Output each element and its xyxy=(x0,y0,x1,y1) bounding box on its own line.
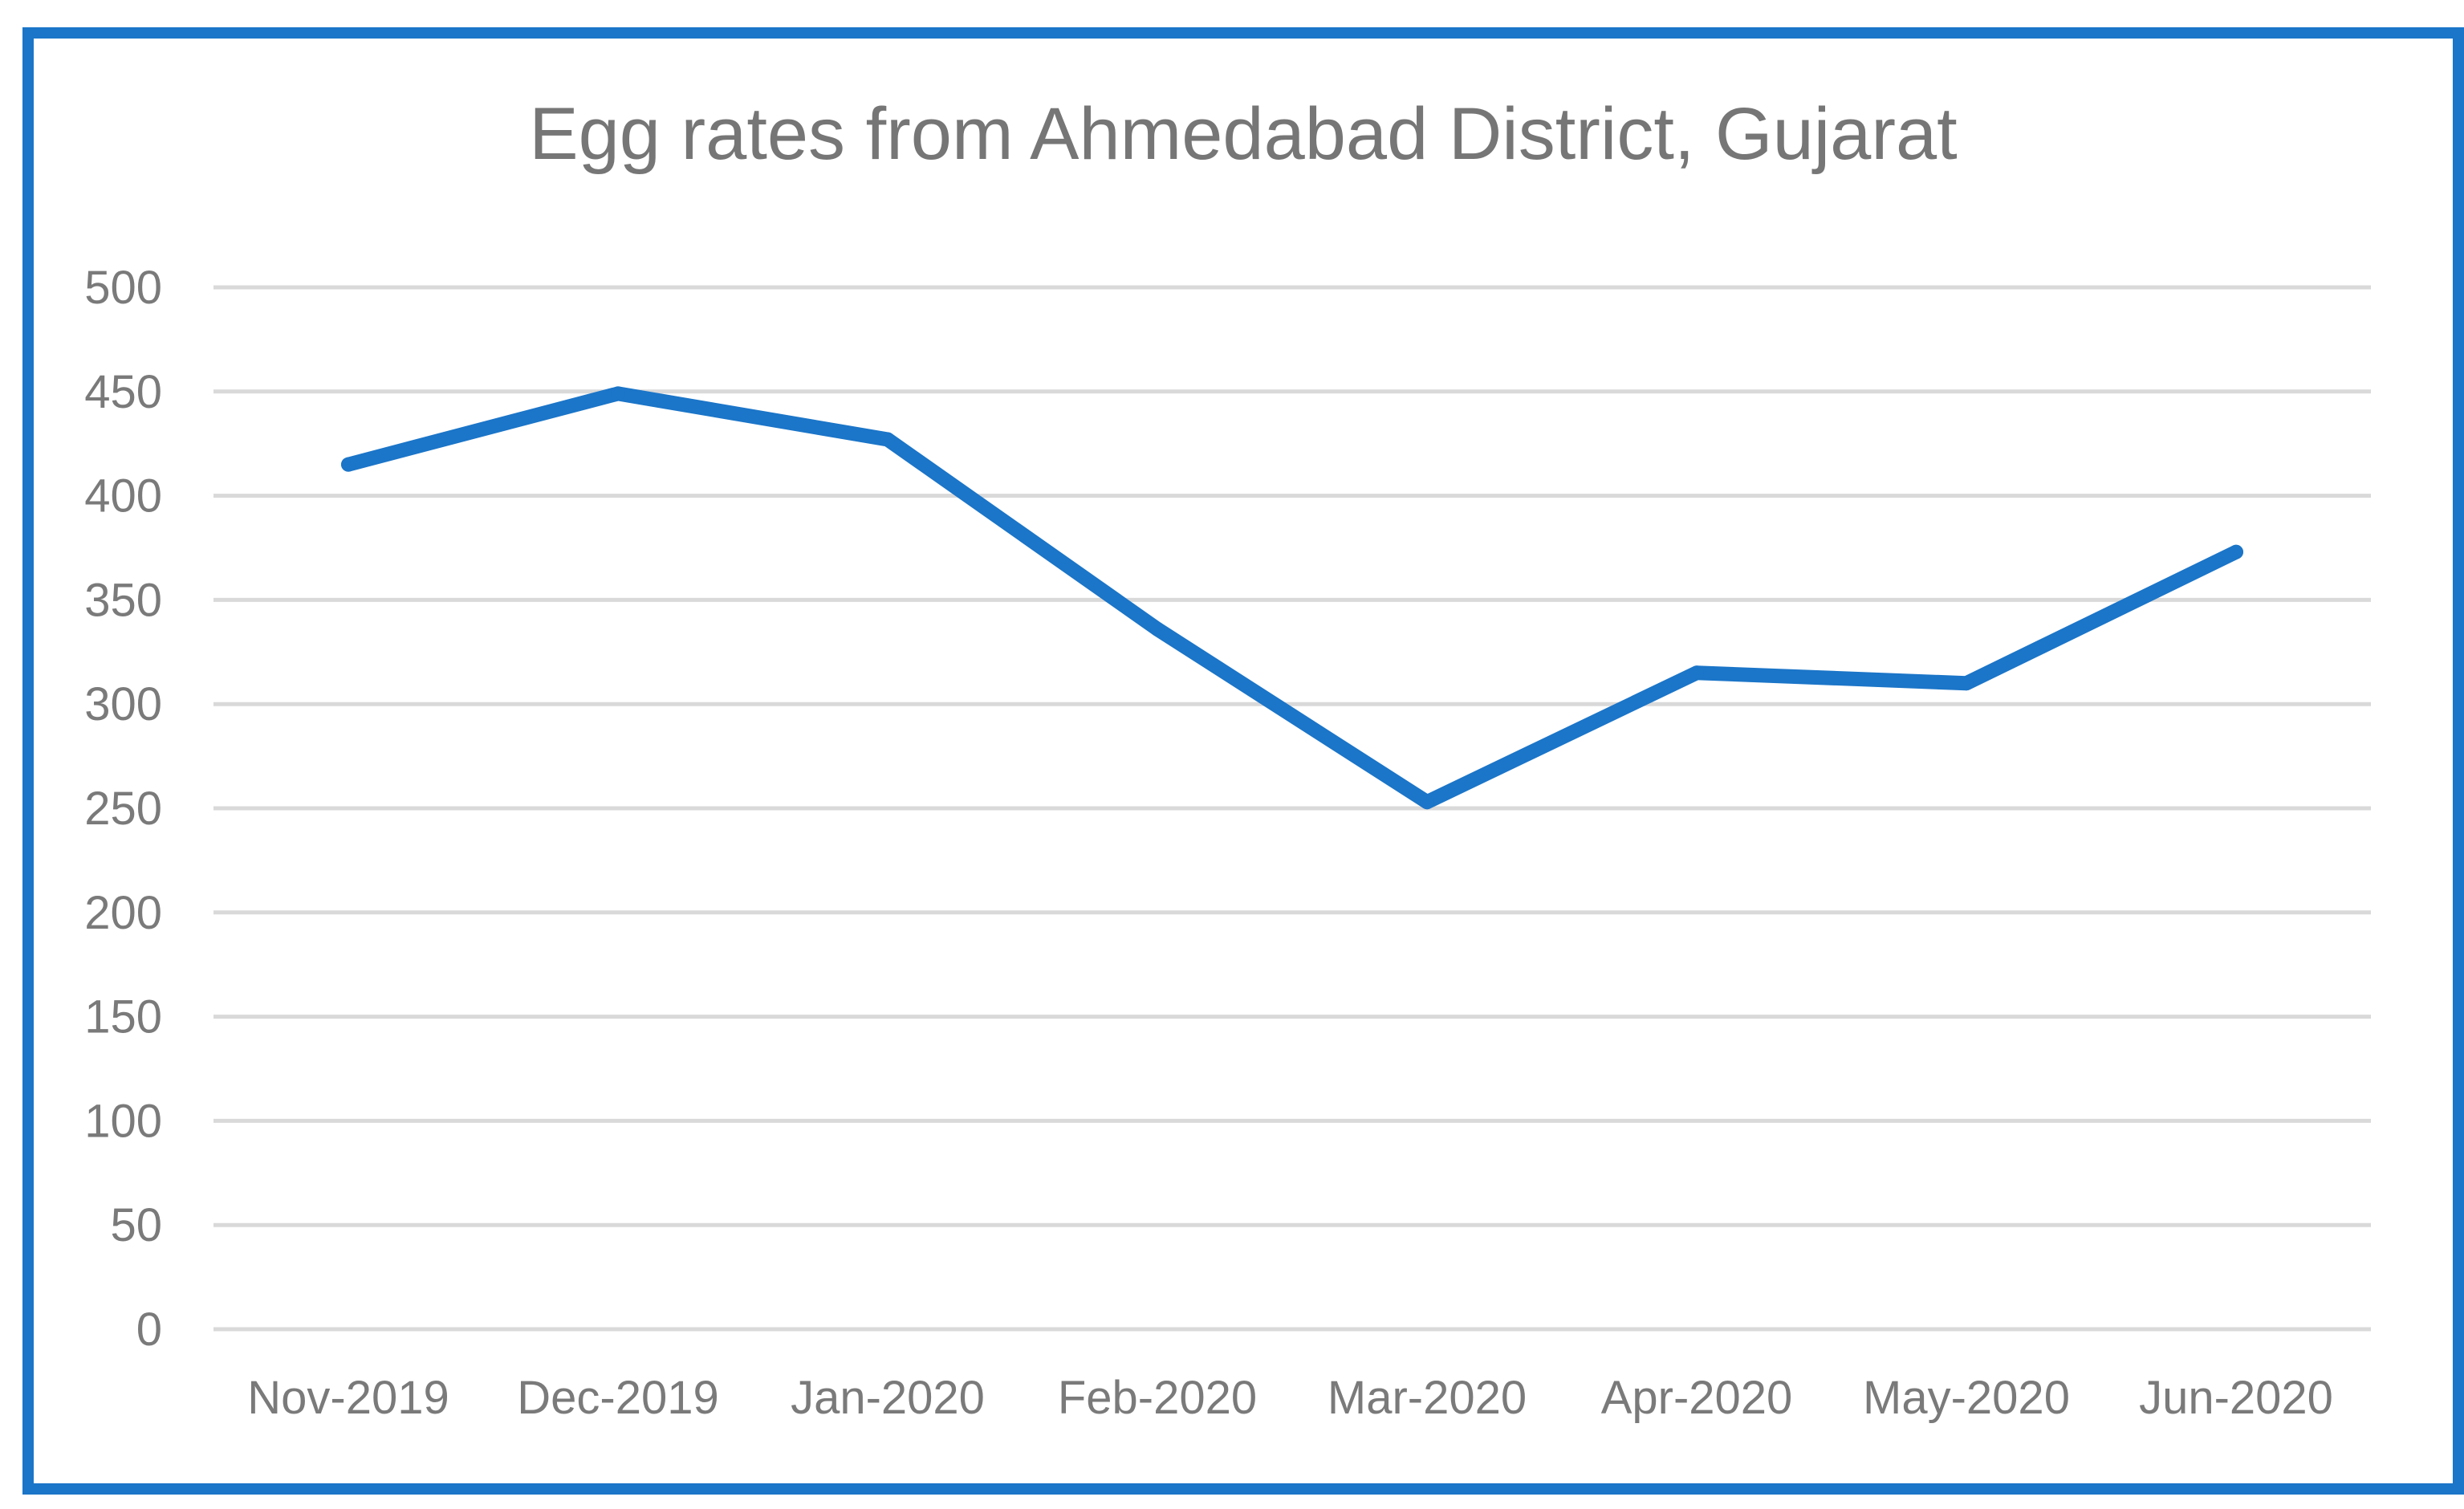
y-tick-label: 200 xyxy=(84,887,162,939)
y-tick-label: 250 xyxy=(84,783,162,835)
chart-title: Egg rates from Ahmedabad District, Gujar… xyxy=(529,93,1957,175)
x-tick-label: Dec-2019 xyxy=(517,1372,718,1424)
y-tick-label: 500 xyxy=(84,262,162,314)
data-point xyxy=(341,457,356,472)
data-point xyxy=(1420,795,1434,810)
x-tick-label: Jun-2020 xyxy=(2139,1372,2333,1424)
y-tick-label: 300 xyxy=(84,678,162,730)
y-tick-label: 150 xyxy=(84,991,162,1043)
data-point xyxy=(880,432,895,447)
data-point xyxy=(611,386,625,401)
series-line xyxy=(341,386,2243,810)
y-axis-ticks: 0 50 100 150 200 250 300 350 400 450 500 xyxy=(84,262,162,1356)
y-tick-label: 400 xyxy=(84,470,162,523)
data-point xyxy=(2229,544,2243,559)
x-tick-label: Apr-2020 xyxy=(1601,1372,1793,1424)
x-tick-label: Nov-2019 xyxy=(247,1372,449,1424)
series-lines xyxy=(341,386,2243,810)
x-tick-label: May-2020 xyxy=(1863,1372,2070,1424)
x-axis-ticks: Nov-2019 Dec-2019 Jan-2020 Feb-2020 Mar-2020… xyxy=(247,1372,2333,1424)
y-tick-label: 350 xyxy=(84,574,162,626)
chart-frame: Egg rates from Ahmedabad District, Gujar… xyxy=(22,27,2464,1495)
x-tick-label: Jan-2020 xyxy=(791,1372,985,1424)
line-chart: Egg rates from Ahmedabad District, Gujar… xyxy=(84,93,2371,1424)
y-tick-label: 450 xyxy=(84,366,162,418)
x-tick-label: Mar-2020 xyxy=(1328,1372,1527,1424)
data-point xyxy=(1150,621,1165,637)
x-tick-label: Feb-2020 xyxy=(1058,1372,1257,1424)
data-point xyxy=(1689,665,1704,681)
data-point xyxy=(1959,676,1974,691)
y-tick-label: 0 xyxy=(136,1304,162,1356)
y-tick-label: 50 xyxy=(110,1199,162,1251)
gridlines xyxy=(213,285,2371,1332)
y-tick-label: 100 xyxy=(84,1095,162,1147)
